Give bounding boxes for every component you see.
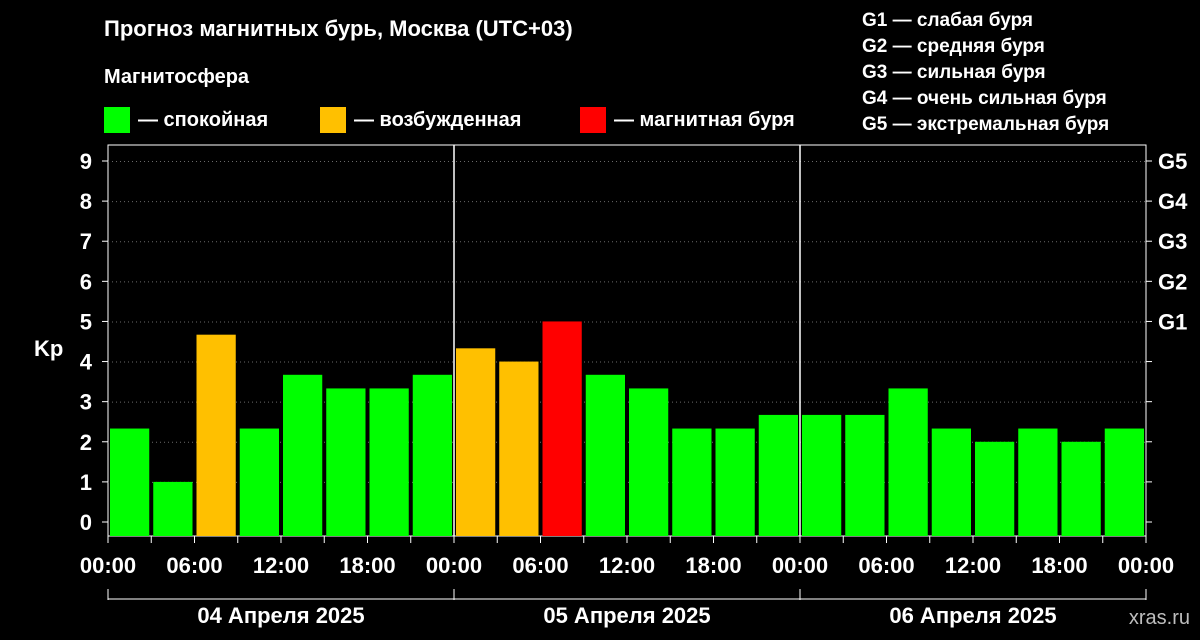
g-legend-g4: G4 — очень сильная буря xyxy=(862,88,1107,109)
y-tick-label: 1 xyxy=(80,470,92,495)
kp-bar xyxy=(802,414,842,536)
kp-bar xyxy=(1061,441,1101,536)
legend-label-quiet: — спокойная xyxy=(138,108,269,131)
x-tick-label: 12:00 xyxy=(599,553,655,578)
legend-item-active: — возбужденная xyxy=(320,106,521,134)
y-axis-label: Kp xyxy=(34,336,63,361)
kp-bar xyxy=(672,428,712,536)
kp-bar xyxy=(585,374,625,536)
kp-bar xyxy=(239,428,279,536)
day-label: 05 Апреля 2025 xyxy=(543,603,710,628)
watermark: xras.ru xyxy=(1128,607,1190,629)
kp-bar xyxy=(196,334,236,536)
y-tick-label: 2 xyxy=(80,430,92,455)
kp-bar xyxy=(412,374,452,536)
g-legend-g5: G5 — экстремальная буря xyxy=(862,114,1110,135)
y-tick-label: 8 xyxy=(80,189,92,214)
legend-label-active: — возбужденная xyxy=(354,108,522,131)
g-legend-g3: G3 — сильная буря xyxy=(862,62,1046,83)
legend-subtitle: Магнитосфера xyxy=(104,66,250,88)
y-tick-label: 5 xyxy=(80,309,92,334)
kp-bar xyxy=(758,414,798,536)
g-legend-g2: G2 — средняя буря xyxy=(862,36,1045,57)
day-label: 06 Апреля 2025 xyxy=(889,603,1056,628)
x-tick-label: 06:00 xyxy=(858,553,914,578)
legend-item-quiet: — спокойная xyxy=(104,106,268,134)
kp-bar xyxy=(1104,428,1144,536)
x-tick-label: 00:00 xyxy=(80,553,136,578)
x-tick-label: 18:00 xyxy=(1031,553,1087,578)
legend-swatch-active xyxy=(320,107,346,133)
x-tick-label: 00:00 xyxy=(1118,553,1174,578)
x-tick-label: 06:00 xyxy=(512,553,568,578)
kp-bar xyxy=(715,428,755,536)
g-scale-label: G4 xyxy=(1158,189,1188,214)
y-tick-label: 3 xyxy=(80,390,92,415)
kp-bar xyxy=(931,428,971,536)
g-scale-legend: G1 — слабая буря G2 — средняя буря G3 — … xyxy=(862,8,1109,138)
g-scale-label: G2 xyxy=(1158,269,1187,294)
day-label: 04 Апреля 2025 xyxy=(197,603,364,628)
g-scale-label: G1 xyxy=(1158,309,1187,334)
y-tick-label: 0 xyxy=(80,510,92,535)
g-scale-label: G3 xyxy=(1158,229,1187,254)
x-tick-label: 00:00 xyxy=(426,553,482,578)
y-tick-label: 4 xyxy=(80,350,93,375)
x-tick-label: 00:00 xyxy=(772,553,828,578)
kp-bar xyxy=(153,481,193,536)
kp-bar xyxy=(542,321,582,536)
kp-bar xyxy=(629,388,669,536)
legend-swatch-quiet xyxy=(104,107,130,133)
y-tick-label: 9 xyxy=(80,149,92,174)
legend-item-storm: — магнитная буря xyxy=(580,106,795,134)
g-scale-label: G5 xyxy=(1158,149,1187,174)
x-tick-label: 06:00 xyxy=(166,553,222,578)
kp-bar xyxy=(499,361,539,536)
y-tick-label: 7 xyxy=(80,229,92,254)
kp-bar xyxy=(888,388,928,536)
kp-bar xyxy=(326,388,366,536)
x-tick-label: 18:00 xyxy=(339,553,395,578)
g-legend-g1: G1 — слабая буря xyxy=(862,10,1034,31)
kp-bar xyxy=(975,441,1015,536)
kp-bar xyxy=(456,348,496,536)
kp-bar xyxy=(369,388,409,536)
x-tick-label: 18:00 xyxy=(685,553,741,578)
kp-bar xyxy=(1018,428,1058,536)
chart-title: Прогноз магнитных бурь, Москва (UTC+03) xyxy=(104,16,573,41)
x-tick-label: 12:00 xyxy=(253,553,309,578)
kp-bar xyxy=(110,428,150,536)
y-tick-label: 6 xyxy=(80,269,92,294)
kp-bar xyxy=(283,374,323,536)
x-tick-label: 12:00 xyxy=(945,553,1001,578)
legend-label-storm: — магнитная буря xyxy=(614,108,795,131)
kp-bar xyxy=(845,414,885,536)
legend-swatch-storm xyxy=(580,107,606,133)
